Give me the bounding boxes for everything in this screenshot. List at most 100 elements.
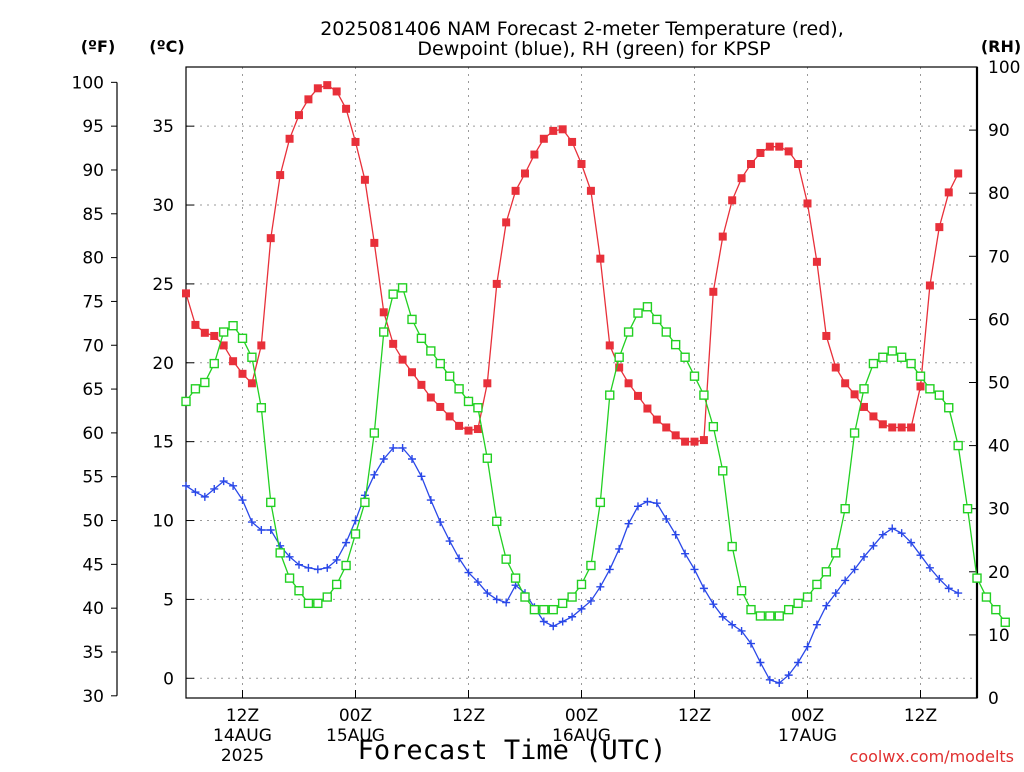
dewpoint-point [925,563,934,572]
rh-point [981,592,992,602]
celsius-tick-label: 10 [152,512,174,532]
rh-tick-label: 80 [988,184,1010,204]
rh-point [181,396,191,407]
fahrenheit-tick-label: 55 [82,468,104,488]
dewpoint-point [747,639,755,648]
rh-point [878,352,888,362]
2-meter-temperature-point [323,81,332,90]
2-meter-temperature-point [351,137,360,146]
rh-point [576,579,587,590]
2-meter-temperature-point [784,147,793,156]
rh-point [228,321,238,331]
dewpoint-point [558,617,567,626]
2-meter-temperature-point [907,423,916,432]
dewpoint-point [323,563,332,572]
fahrenheit-tick-label: 90 [82,161,104,181]
rh-point [200,377,210,388]
2-meter-temperature-point [634,391,642,400]
rh-point [379,327,389,337]
rh-point [614,352,624,362]
x-tick-time-label: 00Z [565,706,598,726]
dewpoint-point [389,443,398,452]
rh-point [765,611,775,621]
2-meter-temperature-point [521,169,529,178]
dewpoint-point [351,516,360,525]
2-meter-temperature-point [257,341,266,350]
dewpoint-point [247,518,256,527]
2-meter-temperature-point [266,234,275,243]
rh-point [802,592,813,602]
dewpoint-point [191,488,200,497]
rh-point [520,592,530,602]
2-meter-temperature-point [295,111,303,120]
2-meter-temperature-point [483,379,492,388]
2-meter-temperature-point [728,196,737,205]
rh-point [746,604,756,615]
rh-point [482,453,493,463]
dewpoint-point [756,658,765,667]
rh-point [906,358,916,369]
dewpoint-point [954,589,963,598]
2-meter-temperature-point [219,341,228,350]
2-meter-temperature-point [925,281,934,290]
dewpoint-point [229,481,238,490]
dewpoint-point [643,497,652,506]
2-meter-temperature-point [313,84,322,93]
rh-point [953,440,963,451]
dewpoint-point [728,620,737,629]
fahrenheit-tick-label: 95 [82,117,104,137]
fahrenheit-tick-label: 50 [82,512,104,532]
dewpoint-point [888,524,897,533]
dewpoint-point [342,538,351,547]
dewpoint-point [652,499,661,508]
2-meter-temperature-point [568,137,577,146]
label-layer: 2025081406 NAM Forecast 2-meter Temperat… [81,18,1021,766]
dewpoint-point [944,584,953,593]
rh-line [185,286,1006,623]
2-meter-temperature-point [935,223,944,232]
dewpoint-point [455,554,464,563]
dewpoint-point [285,552,294,561]
dewpoint-point [200,492,209,501]
x-tick-date-label: 16AUG [552,726,611,746]
rh-point [633,308,643,318]
x-tick-date-label: 17AUG [778,726,837,746]
celsius-tick-label: 15 [152,433,174,453]
dewpoint-point [615,544,624,553]
rh-point [350,529,361,539]
rh-point [275,548,285,558]
dewpoint-point [624,519,633,528]
dewpoint-point [549,622,558,631]
dewpoint-point [483,589,492,598]
2-meter-temperature-point [765,142,774,151]
2-meter-temperature-point [747,160,755,169]
2-meter-temperature-point [841,379,850,388]
rh-point [831,548,841,558]
rh-tick-label: 30 [988,500,1010,520]
2-meter-temperature-point [652,415,661,424]
rh-point [708,421,719,432]
2-meter-temperature-point [558,125,567,134]
x-tick-time-label: 12Z [678,706,711,726]
rh-point [473,403,483,413]
dewpoint-point [935,574,944,583]
axis-layer: 0510152025303530354045505560657075808590… [72,58,1021,766]
x-tick-date-label: 14AUG [213,726,272,746]
rh-point [539,604,549,615]
2-meter-temperature-point [756,148,765,157]
rh-point [247,352,257,362]
rh-tick-label: 60 [988,310,1010,330]
2-meter-temperature-point [615,363,624,372]
dewpoint-point [784,671,793,680]
dewpoint-point [775,679,784,688]
2-meter-temperature-point [342,104,351,113]
2-meter-temperature-point [464,426,473,435]
2-meter-temperature-point [445,412,454,421]
dewpoint-point [860,552,868,561]
2-meter-temperature-point [539,134,548,143]
rh-point [944,403,954,413]
2-meter-temperature-point [869,412,878,421]
dewpoint-point [492,595,501,604]
rh-point [397,283,408,293]
